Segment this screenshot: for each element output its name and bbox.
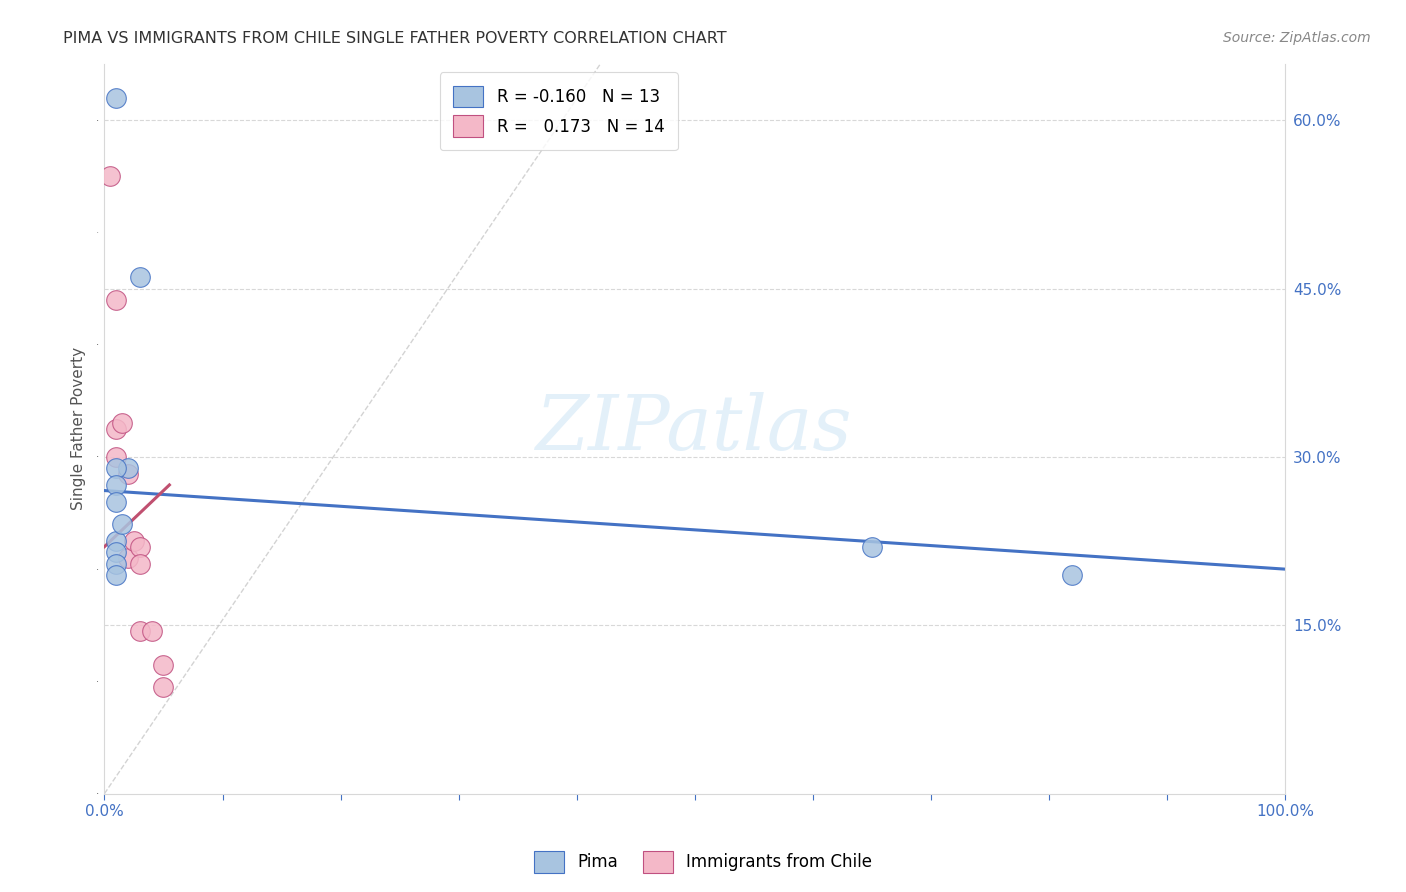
Legend: R = -0.160   N = 13, R =   0.173   N = 14: R = -0.160 N = 13, R = 0.173 N = 14 xyxy=(440,72,678,150)
Legend: Pima, Immigrants from Chile: Pima, Immigrants from Chile xyxy=(527,845,879,880)
Point xyxy=(105,557,128,571)
Point xyxy=(105,293,128,307)
Point xyxy=(128,557,150,571)
Point xyxy=(122,534,145,549)
Point xyxy=(105,450,128,464)
Point xyxy=(117,467,139,481)
Y-axis label: Single Father Poverty: Single Father Poverty xyxy=(72,347,86,510)
Point xyxy=(1062,567,1084,582)
Point xyxy=(105,534,128,549)
Text: ZIPatlas: ZIPatlas xyxy=(537,392,853,466)
Point xyxy=(105,495,128,509)
Point xyxy=(152,680,174,694)
Point xyxy=(105,545,128,559)
Point xyxy=(105,567,128,582)
Point xyxy=(128,624,150,638)
Point xyxy=(128,270,150,285)
Point xyxy=(152,657,174,672)
Point xyxy=(105,478,128,492)
Point xyxy=(105,91,128,105)
Point xyxy=(105,422,128,436)
Point xyxy=(98,169,121,184)
Point xyxy=(117,550,139,565)
Point xyxy=(860,540,883,554)
Text: PIMA VS IMMIGRANTS FROM CHILE SINGLE FATHER POVERTY CORRELATION CHART: PIMA VS IMMIGRANTS FROM CHILE SINGLE FAT… xyxy=(63,31,727,46)
Point xyxy=(111,517,134,532)
Point xyxy=(111,416,134,430)
Point xyxy=(105,461,128,475)
Text: Source: ZipAtlas.com: Source: ZipAtlas.com xyxy=(1223,31,1371,45)
Point xyxy=(141,624,163,638)
Point xyxy=(117,461,139,475)
Point xyxy=(128,540,150,554)
